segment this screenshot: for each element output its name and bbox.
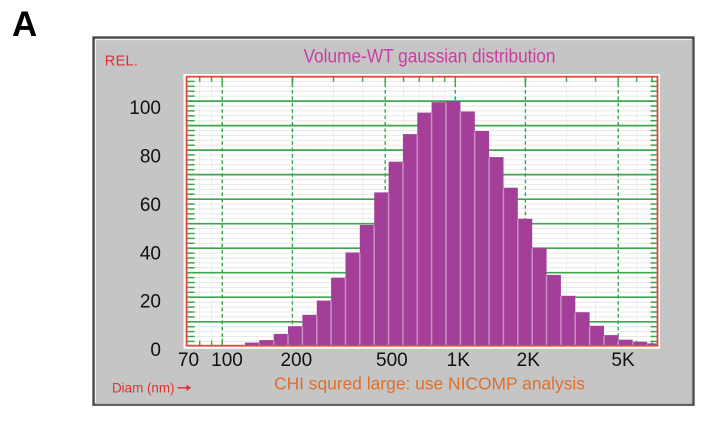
svg-text:Volume-WT gaussian distributio: Volume-WT gaussian distribution (304, 45, 556, 67)
svg-text:20: 20 (140, 292, 161, 313)
svg-text:500: 500 (376, 350, 408, 371)
svg-text:CHI squred large: use NICOMP a: CHI squred large: use NICOMP analysis (274, 373, 585, 393)
svg-text:5K: 5K (611, 350, 635, 371)
svg-text:2K: 2K (517, 350, 541, 371)
svg-text:80: 80 (140, 147, 161, 168)
svg-text:REL.: REL. (105, 53, 138, 69)
svg-text:1K: 1K (447, 350, 471, 371)
svg-text:A: A (12, 5, 37, 44)
svg-text:Diam (nm): Diam (nm) (112, 380, 175, 395)
svg-text:200: 200 (280, 350, 312, 371)
svg-text:70: 70 (178, 350, 199, 371)
svg-text:40: 40 (140, 244, 161, 265)
svg-text:100: 100 (129, 98, 161, 119)
svg-text:60: 60 (140, 195, 161, 216)
svg-text:100: 100 (211, 350, 243, 371)
svg-text:0: 0 (150, 340, 161, 361)
